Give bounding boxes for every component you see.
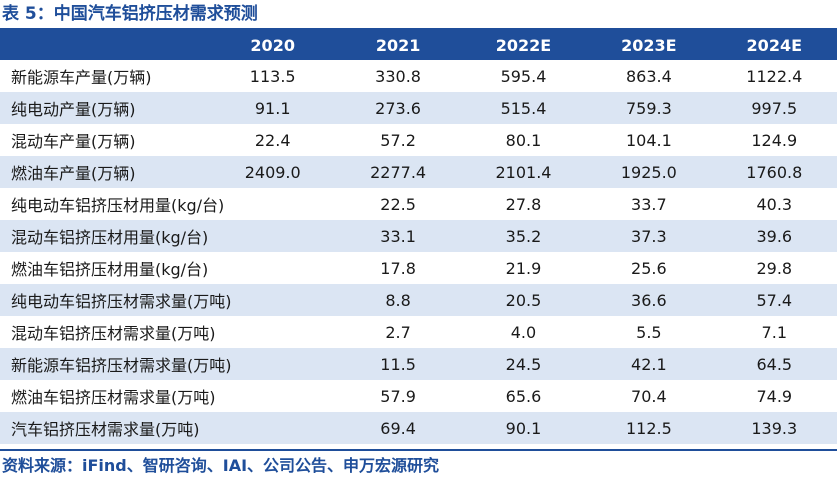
table-row: 燃油车铝挤压材用量(kg/台) 17.8 21.9 25.6 29.8 bbox=[0, 252, 837, 284]
table-row: 纯电动产量(万辆) 91.1 273.6 515.4 759.3 997.5 bbox=[0, 92, 837, 124]
row-label: 纯电动产量(万辆) bbox=[11, 100, 136, 119]
header-cell-2023e: 2023E bbox=[621, 35, 677, 55]
top-rule bbox=[0, 28, 837, 30]
table-cell: 90.1 bbox=[505, 418, 542, 438]
row-label: 混动车铝挤压材用量(kg/台) bbox=[11, 228, 209, 247]
table-cell: 33.7 bbox=[631, 194, 667, 214]
header-row: 2020 2021 2022E 2023E 2024E bbox=[0, 30, 837, 60]
table-cell: 21.9 bbox=[505, 258, 542, 278]
header-cell-2024e: 2024E bbox=[746, 35, 803, 55]
header-cell-2022e: 2022E bbox=[495, 35, 552, 55]
table-title: 表 5：中国汽车铝挤压材需求预测 bbox=[2, 4, 258, 24]
table-cell bbox=[210, 188, 335, 220]
table-cell: 29.8 bbox=[756, 258, 793, 278]
table-cell: 40.3 bbox=[756, 194, 793, 214]
table-cell: 5.5 bbox=[636, 322, 662, 342]
table-cell: 17.8 bbox=[380, 258, 416, 278]
table-cell: 7.1 bbox=[761, 322, 787, 342]
table-cell: 112.5 bbox=[625, 418, 672, 438]
row-label: 新能源车产量(万辆) bbox=[11, 68, 152, 87]
table-cell: 70.4 bbox=[631, 386, 667, 406]
table-cell bbox=[210, 380, 335, 412]
table-cell: 273.6 bbox=[375, 98, 421, 118]
forecast-table: 2020 2021 2022E 2023E 2024E 新能源车产量(万辆) 11… bbox=[0, 30, 837, 444]
table-cell: 1760.8 bbox=[746, 162, 803, 182]
table-cell: 4.0 bbox=[510, 322, 537, 342]
table-cell: 1925.0 bbox=[620, 162, 677, 182]
table-row: 混动车产量(万辆) 22.4 57.2 80.1 104.1 124.9 bbox=[0, 124, 837, 156]
table-cell: 37.3 bbox=[631, 226, 667, 246]
table-cell: 27.8 bbox=[505, 194, 542, 214]
table-cell: 20.5 bbox=[505, 290, 542, 310]
table-cell: 74.9 bbox=[756, 386, 793, 406]
table-row: 混动车铝挤压材用量(kg/台) 33.1 35.2 37.3 39.6 bbox=[0, 220, 837, 252]
table-cell: 2.7 bbox=[385, 322, 411, 342]
table-cell bbox=[210, 316, 335, 348]
table-cell: 863.4 bbox=[625, 66, 672, 86]
source-note: 资料来源：iFind、智研咨询、IAI、公司公告、申万宏源研究 bbox=[2, 456, 440, 475]
table-cell: 1122.4 bbox=[746, 66, 803, 86]
row-label: 纯电动车铝挤压材用量(kg/台) bbox=[11, 196, 225, 215]
table-cell: 124.9 bbox=[751, 130, 798, 150]
row-label: 燃油车产量(万辆) bbox=[11, 164, 136, 183]
table-cell: 22.4 bbox=[254, 130, 291, 150]
table-row: 燃油车铝挤压材需求量(万吨) 57.9 65.6 70.4 74.9 bbox=[0, 380, 837, 412]
row-label: 燃油车铝挤压材需求量(万吨) bbox=[11, 388, 216, 407]
header-cell-corner bbox=[0, 30, 210, 60]
table-cell: 24.5 bbox=[505, 354, 542, 374]
table-cell bbox=[210, 412, 335, 444]
table-cell: 11.5 bbox=[380, 354, 416, 374]
table-row: 燃油车产量(万辆) 2409.0 2277.4 2101.4 1925.0 1760.8 bbox=[0, 156, 837, 188]
table-cell: 515.4 bbox=[500, 98, 547, 118]
table-cell: 997.5 bbox=[751, 98, 798, 118]
table-cell: 57.9 bbox=[380, 386, 416, 406]
row-label: 纯电动车铝挤压材需求量(万吨) bbox=[11, 292, 232, 311]
table-cell: 35.2 bbox=[505, 226, 542, 246]
table-row: 混动车铝挤压材需求量(万吨) 2.7 4.0 5.5 7.1 bbox=[0, 316, 837, 348]
table-cell: 595.4 bbox=[500, 66, 547, 86]
table-row: 新能源车铝挤压材需求量(万吨) 11.5 24.5 42.1 64.5 bbox=[0, 348, 837, 380]
row-label: 新能源车铝挤压材需求量(万吨) bbox=[11, 356, 232, 375]
table-cell: 39.6 bbox=[756, 226, 793, 246]
table-cell: 8.8 bbox=[385, 290, 411, 310]
row-label: 汽车铝挤压材需求量(万吨) bbox=[11, 420, 200, 439]
table-cell: 2277.4 bbox=[370, 162, 427, 182]
table-cell: 113.5 bbox=[249, 66, 296, 86]
table-cell: 42.1 bbox=[631, 354, 667, 374]
table-cell: 64.5 bbox=[756, 354, 793, 374]
table-cell bbox=[210, 252, 335, 284]
row-label: 混动车铝挤压材需求量(万吨) bbox=[11, 324, 216, 343]
table-row: 新能源车产量(万辆) 113.5 330.8 595.4 863.4 1122.4 bbox=[0, 60, 837, 92]
table-cell: 80.1 bbox=[505, 130, 542, 150]
table-cell: 65.6 bbox=[505, 386, 542, 406]
header-cell-2020: 2020 bbox=[250, 35, 295, 55]
row-label: 混动车产量(万辆) bbox=[11, 132, 136, 151]
bottom-rule bbox=[0, 449, 837, 451]
table-cell: 330.8 bbox=[375, 66, 421, 86]
table-row: 纯电动车铝挤压材用量(kg/台) 22.5 27.8 33.7 40.3 bbox=[0, 188, 837, 220]
header-cell-2021: 2021 bbox=[375, 35, 421, 55]
table-cell: 22.5 bbox=[380, 194, 416, 214]
table-cell: 33.1 bbox=[380, 226, 416, 246]
table-cell: 36.6 bbox=[631, 290, 667, 310]
table-cell: 139.3 bbox=[751, 418, 798, 438]
table-body: 新能源车产量(万辆) 113.5 330.8 595.4 863.4 1122.4 纯电动产… bbox=[0, 60, 837, 444]
table-cell: 57.4 bbox=[756, 290, 793, 310]
table-cell: 25.6 bbox=[631, 258, 667, 278]
table-cell bbox=[210, 220, 335, 252]
table-cell: 759.3 bbox=[625, 98, 672, 118]
table-row: 纯电动车铝挤压材需求量(万吨) 8.8 20.5 36.6 57.4 bbox=[0, 284, 837, 316]
table-row: 汽车铝挤压材需求量(万吨) 69.4 90.1 112.5 139.3 bbox=[0, 412, 837, 444]
table-cell: 57.2 bbox=[380, 130, 416, 150]
table-cell: 91.1 bbox=[254, 98, 291, 118]
table-cell: 104.1 bbox=[625, 130, 672, 150]
table-cell: 69.4 bbox=[380, 418, 416, 438]
table-cell: 2101.4 bbox=[495, 162, 552, 182]
row-label: 燃油车铝挤压材用量(kg/台) bbox=[11, 260, 209, 279]
table-cell: 2409.0 bbox=[244, 162, 301, 182]
